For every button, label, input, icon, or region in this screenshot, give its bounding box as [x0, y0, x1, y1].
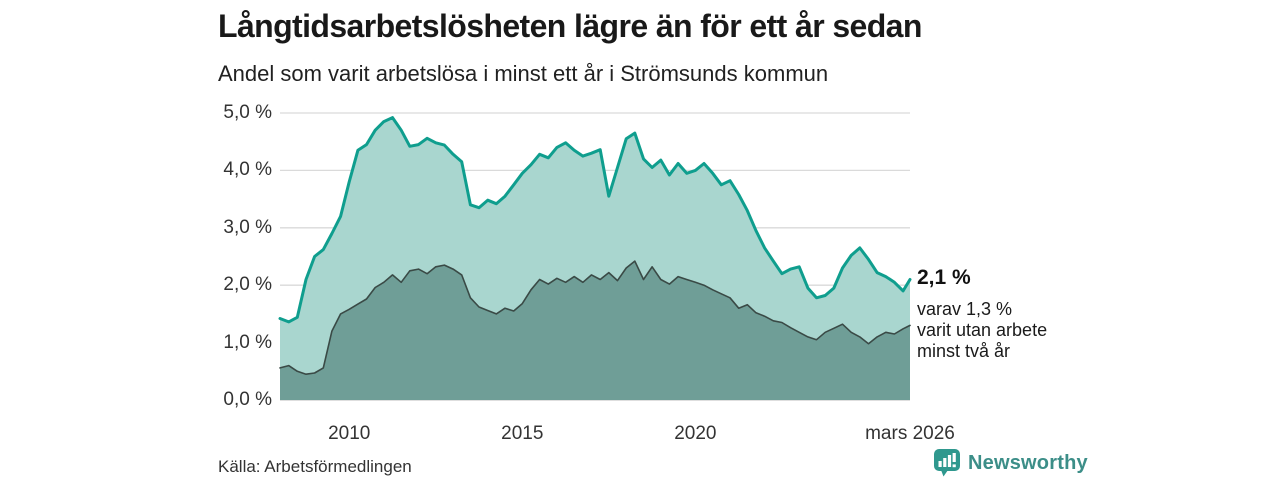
- line-two-year: [279, 260, 911, 375]
- chart-subtitle: Andel som varit arbetslösa i minst ett å…: [218, 61, 829, 86]
- y-axis-label: 0,0 %: [223, 389, 272, 410]
- line-total: [278, 116, 912, 324]
- detail-line: varit utan arbete: [917, 320, 1048, 340]
- source-credit: Källa: Arbetsförmedlingen: [218, 457, 412, 476]
- bar-chart-speech-bubble-icon: [934, 449, 960, 477]
- end-value-detail: varav 1,3 % varit utan arbete minst två …: [917, 299, 1067, 362]
- x-axis-label: 2020: [674, 423, 717, 444]
- brand-name: Newsworthy: [968, 451, 1088, 474]
- y-axis-label: 1,0 %: [223, 331, 272, 353]
- detail-line: minst två år: [917, 341, 1011, 361]
- x-axis-label: 2015: [501, 423, 544, 444]
- y-axis-label: 3,0 %: [223, 216, 272, 238]
- plot-svg: [278, 112, 912, 401]
- x-axis-label: mars 2026: [865, 423, 955, 444]
- y-axis-label: 5,0 %: [223, 102, 272, 123]
- end-value-label: 2,1 %: [917, 266, 971, 289]
- y-axis-label: 2,0 %: [223, 274, 272, 296]
- y-axis-label: 4,0 %: [223, 159, 272, 181]
- area-two-year: [280, 261, 910, 400]
- newsworthy-logo[interactable]: Newsworthy: [933, 448, 1088, 478]
- page-title: Långtidsarbetslösheten lägre än för ett …: [218, 8, 922, 44]
- detail-line: varav 1,3 %: [917, 299, 1013, 319]
- x-axis-label: 2010: [328, 423, 371, 444]
